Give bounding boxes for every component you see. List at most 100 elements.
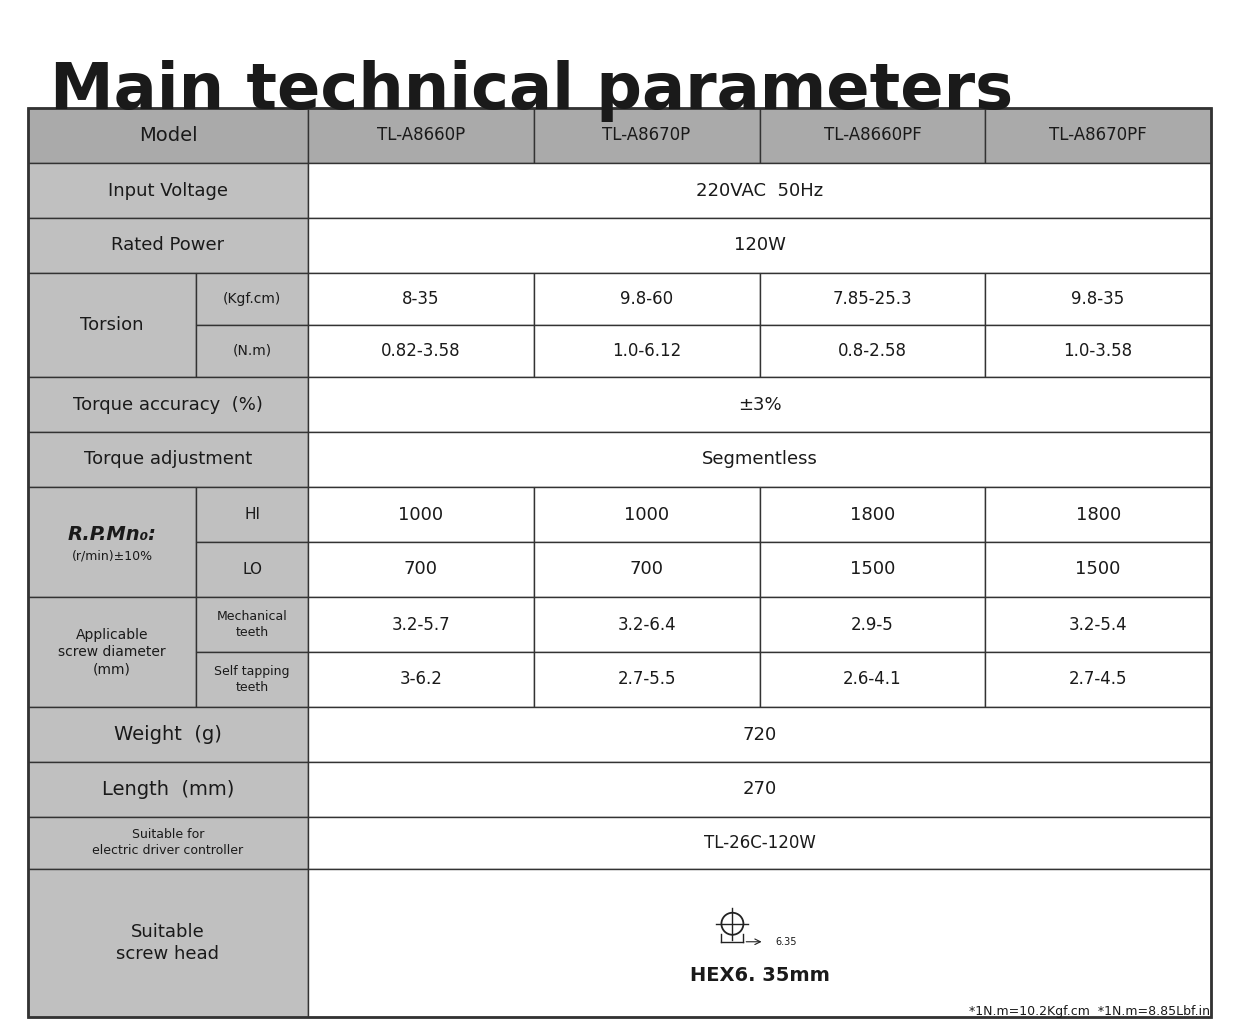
Text: Length  (mm): Length (mm) <box>102 780 234 799</box>
Bar <box>760 273 985 325</box>
Text: 9.8-35: 9.8-35 <box>1072 290 1125 308</box>
Text: 120W: 120W <box>733 237 786 254</box>
Text: R.P.Mn₀:: R.P.Mn₀: <box>68 525 156 543</box>
Text: 1.0-3.58: 1.0-3.58 <box>1063 342 1132 359</box>
Text: Model: Model <box>139 126 197 145</box>
Bar <box>28 108 309 163</box>
Text: 1800: 1800 <box>1075 505 1121 524</box>
Bar <box>309 325 534 377</box>
Text: 3.2-6.4: 3.2-6.4 <box>617 616 676 633</box>
Text: Mechanical
teeth: Mechanical teeth <box>217 611 287 639</box>
Text: 270: 270 <box>742 781 777 799</box>
Bar <box>309 377 1211 432</box>
Bar <box>985 325 1211 377</box>
Bar <box>28 108 1211 1018</box>
Text: Torque accuracy  (%): Torque accuracy (%) <box>73 396 263 413</box>
Text: Rated Power: Rated Power <box>112 237 224 254</box>
Bar <box>309 652 534 707</box>
Bar <box>309 869 1211 1018</box>
Text: 1000: 1000 <box>624 505 669 524</box>
Text: LO: LO <box>242 562 261 577</box>
Bar <box>760 652 985 707</box>
Bar <box>760 108 985 163</box>
Text: TL-A8660PF: TL-A8660PF <box>824 126 922 145</box>
Text: 9.8-60: 9.8-60 <box>620 290 673 308</box>
Bar <box>985 542 1211 597</box>
Text: 2.7-5.5: 2.7-5.5 <box>617 670 676 689</box>
Text: Suitable for
electric driver controller: Suitable for electric driver controller <box>93 828 244 857</box>
Bar <box>309 218 1211 273</box>
Text: 1000: 1000 <box>398 505 444 524</box>
Bar <box>985 597 1211 652</box>
Bar <box>196 597 309 652</box>
Text: TL-A8660P: TL-A8660P <box>377 126 465 145</box>
Text: TL-26C-120W: TL-26C-120W <box>704 834 815 852</box>
Text: 700: 700 <box>404 561 437 578</box>
Bar <box>534 487 760 542</box>
Text: Suitable
screw head: Suitable screw head <box>116 922 219 963</box>
Bar <box>309 487 534 542</box>
Bar <box>309 597 534 652</box>
Text: *1N.m=10.2Kgf.cm  *1N.m=8.85Lbf.in: *1N.m=10.2Kgf.cm *1N.m=8.85Lbf.in <box>969 1005 1211 1018</box>
Text: 0.82-3.58: 0.82-3.58 <box>382 342 461 359</box>
Text: HI: HI <box>244 507 260 522</box>
Bar <box>28 487 196 597</box>
Text: 1500: 1500 <box>1075 561 1121 578</box>
Bar <box>985 652 1211 707</box>
Bar <box>309 707 1211 762</box>
Bar <box>309 542 534 597</box>
Text: TL-A8670P: TL-A8670P <box>602 126 691 145</box>
Bar <box>534 273 760 325</box>
Text: Self tapping
teeth: Self tapping teeth <box>214 665 290 694</box>
Text: Main technical parameters: Main technical parameters <box>50 60 1014 122</box>
Text: 3.2-5.7: 3.2-5.7 <box>392 616 450 633</box>
Bar <box>985 108 1211 163</box>
Bar <box>309 817 1211 869</box>
Text: Applicable
screw diameter
(mm): Applicable screw diameter (mm) <box>58 628 166 677</box>
Text: Torque adjustment: Torque adjustment <box>84 450 252 469</box>
Text: Torsion: Torsion <box>81 316 144 334</box>
Bar <box>28 869 309 1018</box>
Text: ±3%: ±3% <box>737 396 782 413</box>
Bar <box>760 325 985 377</box>
Text: 1800: 1800 <box>850 505 895 524</box>
Bar <box>28 163 309 218</box>
Bar <box>28 218 309 273</box>
Bar <box>28 762 309 817</box>
Bar <box>196 325 309 377</box>
Text: 1.0-6.12: 1.0-6.12 <box>612 342 681 359</box>
Bar <box>985 273 1211 325</box>
Text: 0.8-2.58: 0.8-2.58 <box>838 342 907 359</box>
Text: 2.9-5: 2.9-5 <box>851 616 893 633</box>
Text: 700: 700 <box>629 561 664 578</box>
Bar <box>534 597 760 652</box>
Bar <box>534 652 760 707</box>
Text: 220VAC  50Hz: 220VAC 50Hz <box>696 182 823 199</box>
Bar <box>309 762 1211 817</box>
Bar <box>534 542 760 597</box>
Bar <box>28 432 309 487</box>
Bar <box>309 163 1211 218</box>
Text: 2.6-4.1: 2.6-4.1 <box>843 670 902 689</box>
Text: 8-35: 8-35 <box>403 290 440 308</box>
Bar <box>196 542 309 597</box>
Bar <box>196 652 309 707</box>
Text: Weight  (g): Weight (g) <box>114 725 222 744</box>
Bar <box>534 325 760 377</box>
Bar <box>309 432 1211 487</box>
Text: (N.m): (N.m) <box>233 344 271 358</box>
Bar <box>760 542 985 597</box>
Bar <box>760 597 985 652</box>
Text: 7.85-25.3: 7.85-25.3 <box>833 290 912 308</box>
Bar <box>28 817 309 869</box>
Text: (r/min)±10%: (r/min)±10% <box>72 550 152 563</box>
Bar <box>309 108 534 163</box>
Text: HEX6. 35mm: HEX6. 35mm <box>690 966 829 985</box>
Text: Input Voltage: Input Voltage <box>108 182 228 199</box>
Bar <box>760 487 985 542</box>
Text: Segmentless: Segmentless <box>701 450 818 469</box>
Text: 3.2-5.4: 3.2-5.4 <box>1069 616 1127 633</box>
Text: (Kgf.cm): (Kgf.cm) <box>223 292 281 306</box>
Bar <box>309 273 534 325</box>
Bar <box>28 597 196 707</box>
